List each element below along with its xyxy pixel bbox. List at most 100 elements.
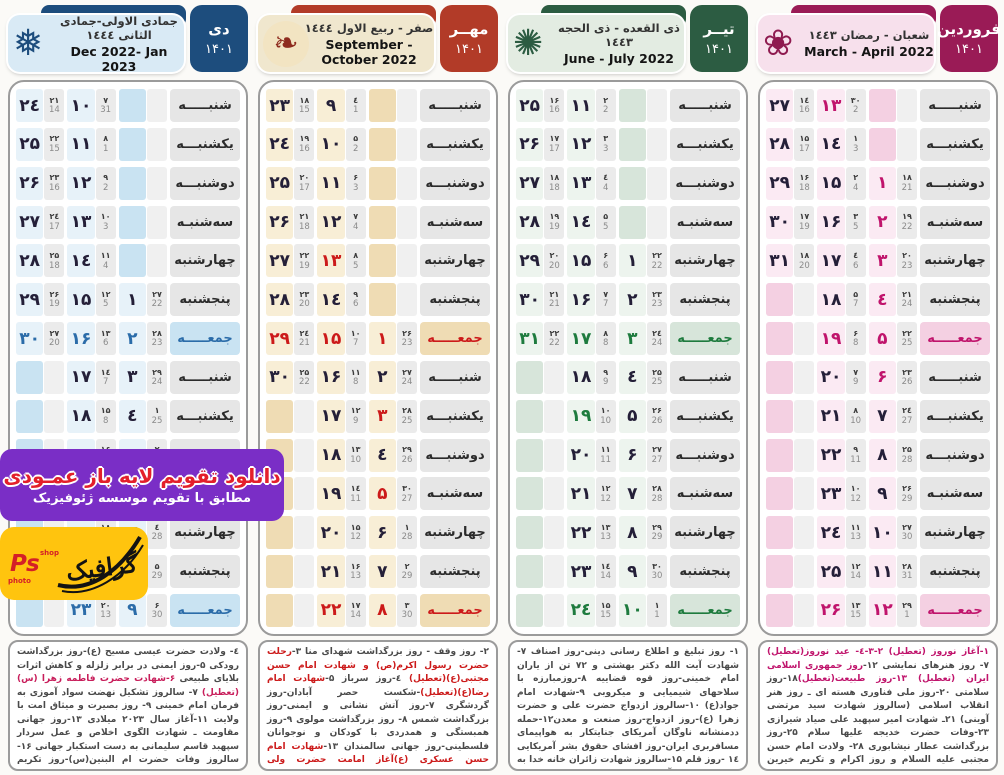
hijri-day: ۲۶ xyxy=(652,406,662,416)
day-cell: ۲۱ 14 ۲٤ xyxy=(16,89,65,122)
hijri-day: ۱۱ xyxy=(100,250,111,260)
day-cell: ۱۱ 11 ۲۰ xyxy=(567,438,616,472)
day-number: ۸ xyxy=(868,438,896,472)
hijri-day: ۶ xyxy=(154,600,160,610)
hijri-day: ۱۵ xyxy=(100,406,111,416)
day-cell xyxy=(766,555,815,589)
gregorian-day: 3 xyxy=(352,182,359,193)
day-number: ۲۹ xyxy=(516,244,544,278)
hijri-day: ۱ xyxy=(154,406,160,416)
month-year: ۱۴۰۱ xyxy=(705,42,733,57)
day-cell: ۲۱ 21 ۳۰ xyxy=(516,283,565,317)
day-number: ۲۵ xyxy=(16,127,44,161)
hijri-day: ۲۹ xyxy=(402,445,412,455)
gregorian-day: 24 xyxy=(901,299,913,310)
day-number xyxy=(516,360,544,394)
day-cell: ۲۹ 24 ۳ xyxy=(118,360,167,394)
weekday-label: شنبـــــه xyxy=(920,89,990,122)
secondary-dates: ۲۲ 22 xyxy=(647,244,667,278)
weekday-row: دوشنبـــه ۹ 2 ۱۲ ۲۳ 16 ۲۶ xyxy=(16,166,240,200)
day-cell xyxy=(266,399,315,433)
day-number: ۱٤ xyxy=(567,205,595,239)
gregorian-day: 16 xyxy=(798,105,810,116)
hijri-day: ۲۷ xyxy=(49,328,60,338)
hijri-day: ۱۸ xyxy=(549,173,560,183)
month-year: ۱۴۰۱ xyxy=(205,42,233,57)
day-number xyxy=(516,516,544,550)
hijri-day: ۲۱ xyxy=(49,95,60,105)
occasions-footnote: ٤- ولادت حضرت عیسی مسیح (ع)-روز بزرگداشت… xyxy=(8,640,248,771)
secondary-dates xyxy=(294,593,315,627)
hijri-day: ۲۸ xyxy=(152,328,162,338)
weekday-row: چهارشنبه ۲۲ 22 ۱ ۶ 6 ۱۵ ۲۰ 20 ۲۹ xyxy=(516,244,740,278)
gregorian-day: 4 xyxy=(352,221,359,232)
day-number: ۱۳ xyxy=(317,244,345,278)
month-name: مهــر xyxy=(449,20,489,38)
day-number: ۲۵ xyxy=(516,89,544,122)
secondary-dates: ۹ 11 xyxy=(845,438,866,472)
secondary-dates: ۱۸ 21 xyxy=(897,166,917,200)
day-cell: ۹ 11 ۲۲ xyxy=(817,438,866,472)
secondary-dates: ۱۰ 7 xyxy=(345,322,366,356)
secondary-dates: ۱۳ 15 xyxy=(845,593,866,627)
day-cell: ۲۸ 23 ۲ xyxy=(118,322,167,356)
flower-icon: ❀ xyxy=(763,22,794,64)
hijri-day: ۲٤ xyxy=(49,212,60,222)
gregorian-day: 7 xyxy=(352,338,359,349)
secondary-dates xyxy=(647,89,667,122)
hijri-day: ۱۳ xyxy=(600,522,611,532)
weekday-label: دوشنبـــه xyxy=(420,438,490,472)
hijri-day: ۱۰ xyxy=(100,212,111,222)
day-cell: ۱۶ 16 ۲۵ xyxy=(516,89,565,122)
hijri-day: ۱۲ xyxy=(600,484,611,494)
day-number: ۲۸ xyxy=(766,127,794,161)
weekday-label: شنبـــــه xyxy=(670,360,740,394)
secondary-dates: ۲۶ 26 xyxy=(647,399,667,433)
secondary-dates: ۱۱ 11 xyxy=(595,438,616,472)
day-cell: ۲۵ 22 ۳۰ xyxy=(266,360,315,394)
month-header: ✺ ذی القعده - ذی الحجه ۱٤٤۳ June - July 20… xyxy=(508,5,748,77)
occasion-text: ٤- ولادت حضرت عیسی مسیح (ع)-روز بزرگداشت… xyxy=(17,647,240,684)
gregorian-day: 24 xyxy=(151,377,163,388)
gregorian-day: 23 xyxy=(651,299,663,310)
day-cell: ۵ 2 ۱۰ xyxy=(317,127,366,161)
hijri-day: ۱۱ xyxy=(350,367,361,377)
hijri-day: ۲۰ xyxy=(299,173,310,183)
day-cell: ۱۳ 15 ۲۶ xyxy=(817,593,866,627)
hijri-day: ۱۹ xyxy=(902,212,912,222)
hijri-day: ۲۹ xyxy=(152,367,162,377)
weekday-row: شنبـــــه ۲۹ 24 ۳ ۱٤ 7 ۱۷ xyxy=(16,360,240,394)
day-number: ۱۹ xyxy=(567,399,595,433)
gregorian-day: 20 xyxy=(798,260,810,271)
day-number: ۱۶ xyxy=(317,360,345,394)
gregorian-day: 5 xyxy=(102,299,109,310)
day-cell xyxy=(368,89,417,122)
day-number: ۲۶ xyxy=(516,127,544,161)
day-cell: ۲۶ 26 ۵ xyxy=(618,399,667,433)
day-cell xyxy=(516,593,565,627)
hijri-day: ۷ xyxy=(853,367,859,377)
secondary-dates: ۲۲ 25 xyxy=(897,322,917,356)
day-number: ۲۷ xyxy=(16,205,44,239)
islamic-months-label: جمادی الاولی-جمادی الثانی ۱٤٤٤ xyxy=(60,13,178,42)
hijri-day: ۲٤ xyxy=(902,406,912,416)
logo-swash-icon xyxy=(57,535,144,594)
ps-logo-photo-text: photo xyxy=(8,577,31,585)
secondary-dates: ۱۵ 12 xyxy=(345,516,366,550)
secondary-dates: ۱٤ 14 xyxy=(595,555,616,589)
gregorian-day: 13 xyxy=(850,532,862,543)
weekday-label: چهارشنبه xyxy=(920,516,990,550)
day-number xyxy=(368,205,396,239)
weekday-row: یکشنبـــه ۲۸ 25 ۳ ۱۲ 9 ۱۷ xyxy=(266,399,490,433)
day-number xyxy=(766,399,794,433)
weekday-label: دوشنبـــه xyxy=(170,166,240,200)
day-number xyxy=(368,89,396,122)
weekday-row: شنبـــــه ۲۳ 26 ۶ ۷ 9 ۲۰ xyxy=(766,360,990,394)
secondary-dates: ۱۸ 20 xyxy=(794,244,815,278)
gregorian-day: 2 xyxy=(602,105,609,116)
hijri-day: ۱۳ xyxy=(100,328,111,338)
day-number: ۱۲ xyxy=(67,166,95,200)
